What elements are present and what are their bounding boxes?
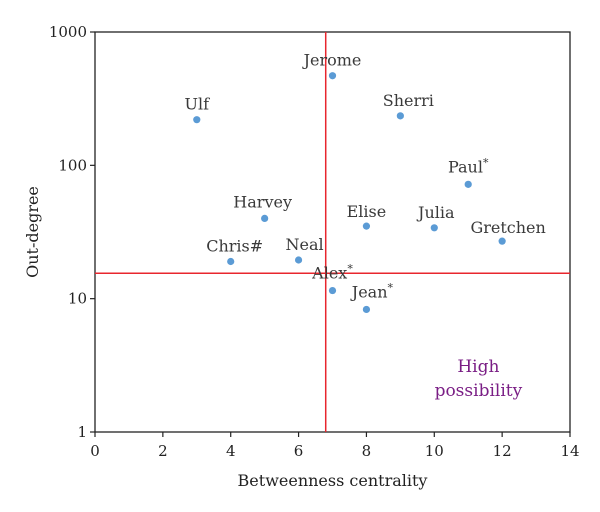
data-point (294, 256, 303, 264)
data-point (396, 112, 404, 120)
data-point (261, 214, 269, 222)
point-label: Elise (347, 202, 387, 221)
data-point (430, 224, 438, 232)
point-label: Ulf (185, 95, 211, 114)
x-tick-label: 0 (90, 442, 100, 460)
data-point (328, 286, 337, 295)
x-tick-label: 14 (560, 442, 579, 460)
point-label: Neal (286, 235, 324, 254)
annotation: High possibility (435, 357, 523, 401)
point-label: Julia (416, 203, 455, 222)
point-labels: Jerome Ulf Sherri Paul* Harvey Elise Julia Gret… (185, 51, 546, 302)
y-tick-label: 1000 (49, 23, 87, 41)
point-label: Paul* (448, 156, 489, 176)
x-tick-label: 10 (425, 442, 444, 460)
x-tick-label: 8 (362, 442, 372, 460)
point-label: Gretchen (470, 218, 545, 237)
data-point (362, 222, 371, 230)
data-point (328, 72, 337, 80)
data-point (362, 305, 371, 314)
point-label: Jean* (350, 281, 394, 301)
point-label: Alex* (311, 263, 353, 283)
reference-lines (95, 32, 570, 432)
y-tick-label: 100 (58, 156, 87, 174)
point-label: Jerome (302, 51, 362, 70)
annotation-line: High (457, 357, 499, 377)
x-tick-label: 4 (226, 442, 236, 460)
point-label: Harvey (233, 192, 292, 211)
plot-area (94, 31, 571, 433)
data-point (498, 237, 506, 245)
plot-frame (94, 31, 571, 433)
data-point (464, 180, 472, 188)
annotation-line: possibility (435, 381, 523, 401)
x-axis-title: Betweenness centrality (238, 471, 428, 490)
data-point (227, 257, 235, 266)
data-point (193, 116, 201, 124)
x-tick-label: 2 (158, 442, 168, 460)
axes: 0 2 4 6 8 10 12 14 1 10 100 1000 Betweenness central… (23, 23, 580, 490)
y-tick-label: 1 (77, 423, 87, 441)
x-tick-label: 6 (294, 442, 304, 460)
point-label: Chris# (206, 236, 263, 255)
data-points (193, 72, 506, 314)
y-tick-label: 10 (68, 290, 87, 308)
y-axis-title: Out-degree (23, 186, 42, 278)
x-tick-label: 12 (493, 442, 512, 460)
point-label: Sherri (383, 91, 434, 110)
